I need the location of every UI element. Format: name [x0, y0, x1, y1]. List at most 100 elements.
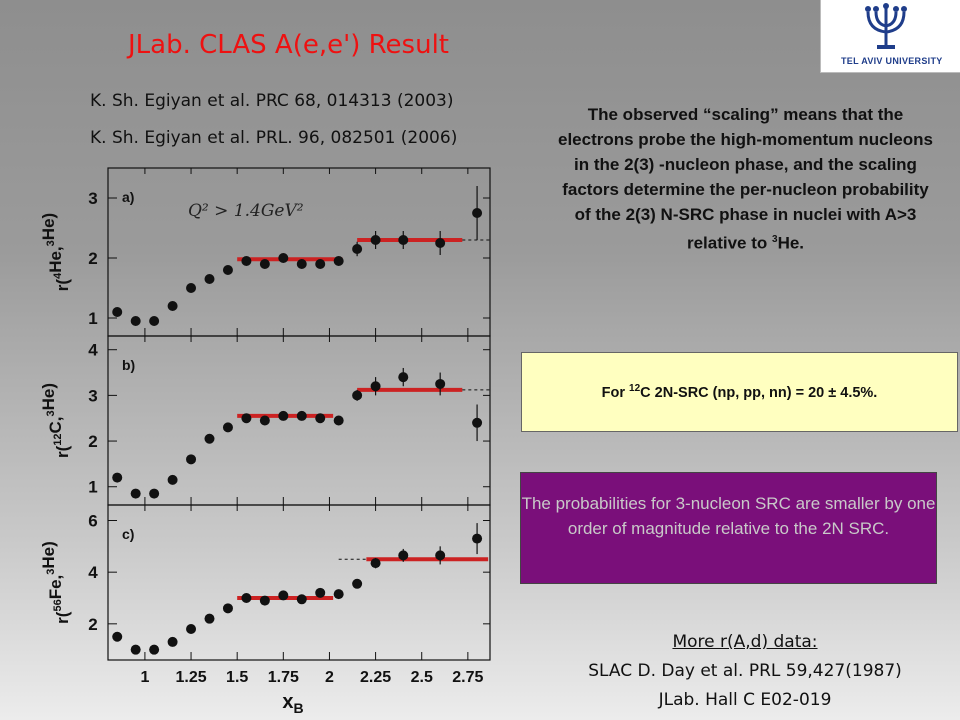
x-tick-label: 2 — [325, 669, 334, 686]
y-axis-label-superscript: 3 — [45, 240, 57, 246]
more-data-title: More r(A,d) data: — [672, 632, 818, 652]
data-point — [259, 415, 270, 426]
data-point — [222, 265, 233, 275]
scaling-text-main: The observed “scaling” means that the el… — [558, 105, 933, 253]
reference-2: K. Sh. Egiyan et al. PRL. 96, 082501 (20… — [90, 128, 458, 148]
panel-frame — [107, 335, 491, 506]
university-logo: TEL AVIV UNIVERSITY — [820, 0, 960, 73]
data-point — [370, 235, 381, 245]
data-point — [167, 474, 178, 485]
data-point — [315, 587, 326, 598]
data-point — [241, 593, 252, 603]
three-nucleon-note-text: The probabilities for 3-nucleon SRC are … — [521, 494, 936, 538]
data-point — [398, 372, 409, 383]
panel-label: a) — [122, 189, 134, 205]
data-point — [259, 259, 270, 269]
x-tick-label: 2.75 — [452, 669, 483, 686]
x-axis-label-text: x — [282, 691, 293, 713]
data-point — [130, 488, 141, 499]
y-axis-label-superscript: 4 — [52, 272, 64, 279]
scaling-explanation: The observed “scaling” means that the el… — [558, 102, 933, 256]
y-axis-label: r(12C,3He) — [39, 383, 72, 458]
x-axis-label: xB — [282, 691, 303, 716]
y-tick-label: 6 — [88, 512, 97, 531]
data-point — [186, 283, 197, 293]
x-tick-label: 1.75 — [268, 669, 299, 686]
y-tick-label: 2 — [88, 249, 97, 268]
y-axis-label-superscript: 3 — [45, 569, 57, 575]
data-point — [241, 413, 252, 424]
x-tick-label: 1.5 — [226, 669, 248, 686]
data-point — [435, 238, 446, 248]
data-point — [315, 259, 326, 269]
data-point — [167, 301, 178, 311]
data-point — [112, 472, 123, 483]
data-point — [296, 259, 307, 269]
y-axis-label-text: r( — [53, 611, 72, 624]
y-axis-label: r(4He,3He) — [39, 213, 72, 291]
data-point — [222, 422, 233, 433]
y-tick-label: 1 — [88, 309, 97, 328]
y-axis-label-text: He) — [39, 541, 58, 568]
data-point — [149, 644, 160, 655]
data-point — [278, 253, 289, 263]
y-axis-label-text: He) — [39, 383, 58, 410]
menorah-emblem-icon — [865, 3, 907, 49]
panel-label: c) — [122, 526, 134, 542]
data-point — [186, 624, 197, 634]
y-tick-label: 4 — [88, 341, 98, 360]
data-point — [130, 644, 141, 655]
data-point — [204, 613, 215, 624]
x-tick-label: 1.25 — [175, 669, 206, 686]
data-point — [112, 307, 123, 317]
y-axis-label-text: He) — [39, 213, 58, 240]
data-point — [333, 589, 344, 600]
data-point — [204, 274, 215, 284]
src-result-post: C 2N-SRC (np, pp, nn) = 20 ± 4.5%. — [640, 384, 878, 401]
data-point — [167, 636, 178, 647]
data-point — [149, 488, 160, 499]
scaling-text-sup: 3 — [772, 234, 778, 245]
y-axis-label-superscript: 12 — [52, 434, 64, 446]
more-data-block: More r(A,d) data: SLAC D. Day et al. PRL… — [555, 628, 935, 715]
data-point — [333, 415, 344, 426]
three-nucleon-note-box: The probabilities for 3-nucleon SRC are … — [520, 472, 937, 584]
slide-title: JLab. CLAS A(e,e') Result — [128, 30, 449, 60]
src-result-pre: For — [601, 384, 630, 401]
scaling-text-tail: He. — [777, 233, 805, 253]
data-point — [352, 244, 363, 254]
panel-frame — [107, 167, 491, 337]
y-axis-label-superscript: 56 — [52, 599, 64, 611]
y-tick-label: 4 — [88, 563, 98, 582]
data-point — [149, 316, 160, 326]
src-result-sup: 12 — [629, 383, 641, 395]
y-tick-label: 2 — [88, 615, 97, 634]
data-point — [352, 578, 363, 589]
data-point — [435, 378, 446, 389]
y-tick-label: 3 — [88, 386, 97, 405]
data-point — [352, 390, 363, 401]
data-point — [241, 256, 252, 266]
x-tick-label: 1 — [140, 669, 149, 686]
x-tick-label: 2.25 — [360, 669, 391, 686]
more-data-line-2: JLab. Hall C E02-019 — [658, 690, 832, 710]
y-tick-label: 2 — [88, 432, 97, 451]
logo-text: TEL AVIV UNIVERSITY — [841, 56, 943, 66]
data-point — [296, 410, 307, 421]
x-axis-label-subscript: B — [294, 700, 304, 716]
data-point — [204, 433, 215, 444]
data-point — [472, 417, 483, 428]
y-axis-label-text: C, — [46, 417, 65, 434]
data-point — [435, 550, 446, 561]
y-axis-label-text: He, — [46, 246, 65, 272]
y-axis-label-text: r( — [53, 279, 72, 292]
data-point — [398, 550, 409, 561]
y-tick-label: 1 — [88, 478, 97, 497]
data-point — [278, 410, 289, 421]
data-point — [370, 558, 381, 569]
y-axis-label: r(56Fe,3He) — [39, 541, 72, 624]
data-point — [130, 316, 141, 326]
reference-1: K. Sh. Egiyan et al. PRC 68, 014313 (200… — [90, 91, 454, 111]
y-axis-label-superscript: 3 — [45, 410, 57, 416]
